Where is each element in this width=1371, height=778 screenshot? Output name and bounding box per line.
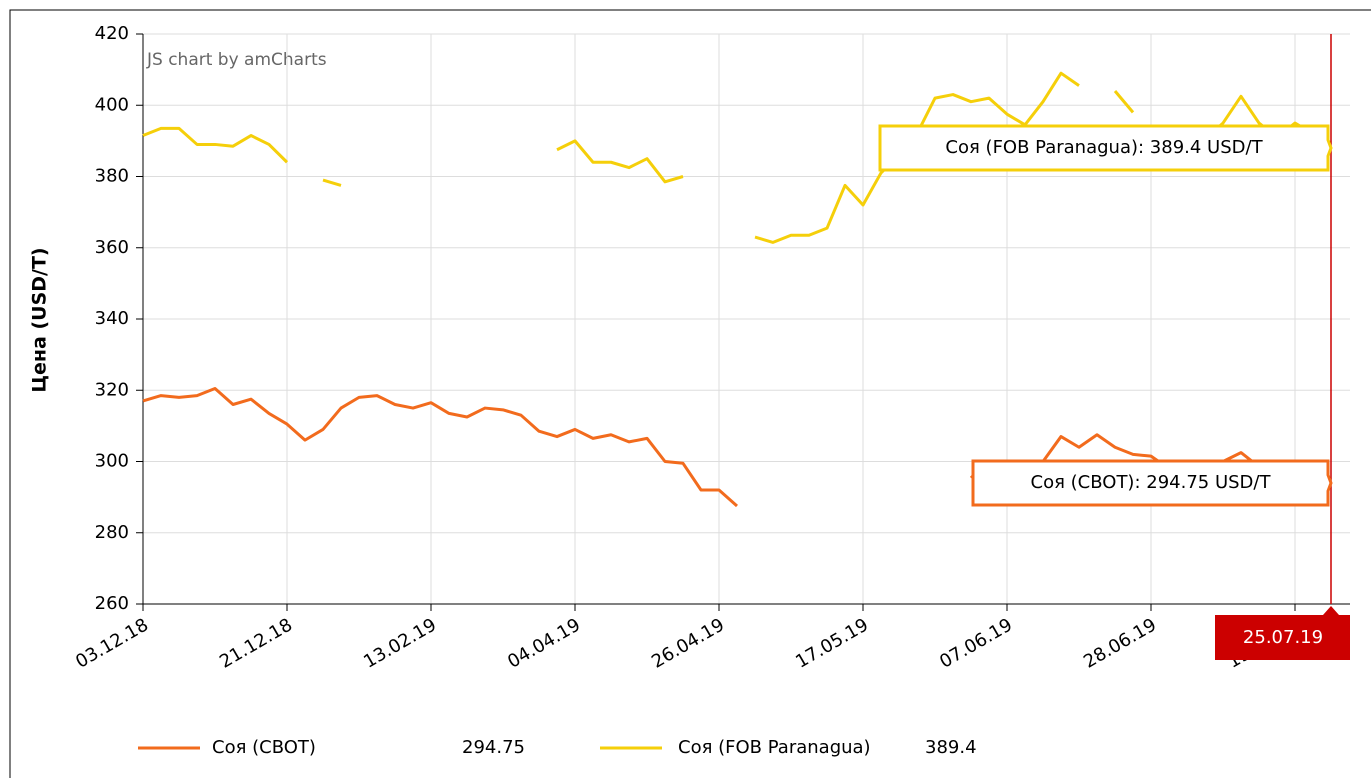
y-tick-label: 280 [95,522,129,543]
y-axis-label: Цена (USD/T) [29,247,51,392]
frame [9,9,1371,778]
credits: JS chart by amCharts [146,50,327,70]
cursor-balloon [1215,606,1350,660]
x-tick-label: 04.04.19 [504,614,584,672]
x-tick-label: 03.12.18 [72,614,152,672]
legend-value: 389.4 [925,737,977,758]
y-tick-label: 260 [95,593,129,614]
x-tick-label: 17.05.19 [792,614,872,672]
x-tick-label: 13.02.19 [360,614,440,672]
x-tick-label: 07.06.19 [936,614,1016,672]
y-tick-label: 360 [95,237,129,258]
y-tick-label: 340 [95,308,129,329]
x-tick-label: 28.06.19 [1080,614,1160,672]
balloon-text: Соя (CBOT): 294.75 USD/T [1031,472,1272,493]
x-tick-label: 26.04.19 [648,614,728,672]
legend-label: Соя (FOB Paranagua) [678,737,871,758]
cursor-label: 25.07.19 [1243,627,1323,648]
balloon [971,459,1333,507]
balloon-text: Соя (FOB Paranagua): 389.4 USD/T [945,137,1263,158]
legend-label: Соя (CBOT) [212,737,316,758]
y-tick-label: 400 [95,94,129,115]
balloon [878,124,1333,172]
y-tick-label: 420 [95,23,129,44]
y-tick-label: 300 [95,451,129,472]
legend-value: 294.75 [462,737,525,758]
y-tick-label: 380 [95,166,129,187]
y-tick-label: 320 [95,379,129,400]
x-tick-label: 21.12.18 [216,614,296,672]
